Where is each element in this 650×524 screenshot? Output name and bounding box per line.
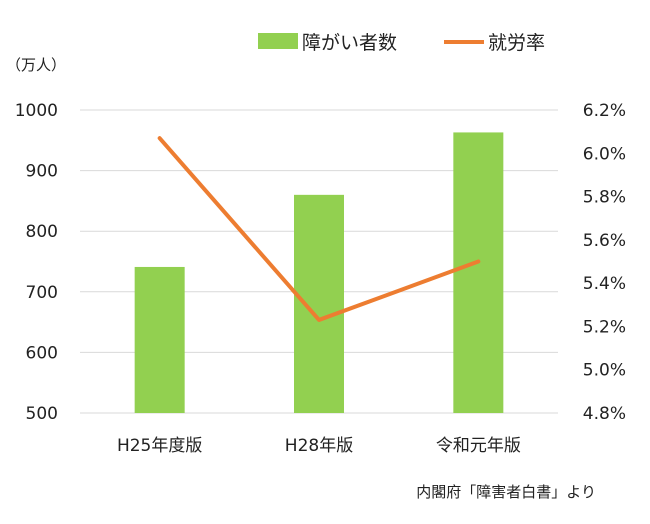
- category-labels: H25年度版 H28年版 令和元年版: [117, 436, 521, 456]
- right-axis-ticks: 4.8% 5.0% 5.2% 5.4% 5.6% 5.8% 6.0% 6.2%: [583, 101, 626, 424]
- line-series: [157, 136, 481, 322]
- right-tick-label: 5.6%: [583, 231, 626, 251]
- right-tick-label: 6.2%: [583, 101, 626, 121]
- bar: [134, 266, 185, 413]
- left-tick-label: 1000: [15, 101, 58, 121]
- left-tick-label: 500: [26, 404, 58, 424]
- right-tick-label: 5.4%: [583, 274, 626, 294]
- left-tick-label: 900: [26, 162, 58, 182]
- right-tick-label: 4.8%: [583, 404, 626, 424]
- legend-swatch-bar: [258, 33, 298, 49]
- right-tick-label: 5.8%: [583, 188, 626, 208]
- legend: 障がい者数 就労率: [258, 32, 545, 54]
- category-label: H25年度版: [117, 436, 202, 456]
- category-label: 令和元年版: [436, 436, 521, 456]
- left-tick-label: 700: [26, 283, 58, 303]
- right-tick-label: 6.0%: [583, 144, 626, 164]
- legend-label-line: 就労率: [488, 32, 545, 54]
- bar-series: [134, 132, 504, 413]
- category-label: H28年版: [285, 436, 353, 456]
- left-axis-ticks: 500 600 700 800 900 1000: [15, 101, 58, 424]
- left-tick-label: 600: [26, 343, 58, 363]
- left-tick-label: 800: [26, 222, 58, 242]
- legend-label-bar: 障がい者数: [302, 32, 397, 54]
- source-note: 内閣府「障害者白書」より: [416, 483, 596, 501]
- right-tick-label: 5.2%: [583, 317, 626, 337]
- bar: [294, 194, 344, 413]
- right-tick-label: 5.0%: [583, 361, 626, 381]
- left-axis-unit: （万人）: [6, 56, 66, 74]
- bar: [453, 132, 504, 413]
